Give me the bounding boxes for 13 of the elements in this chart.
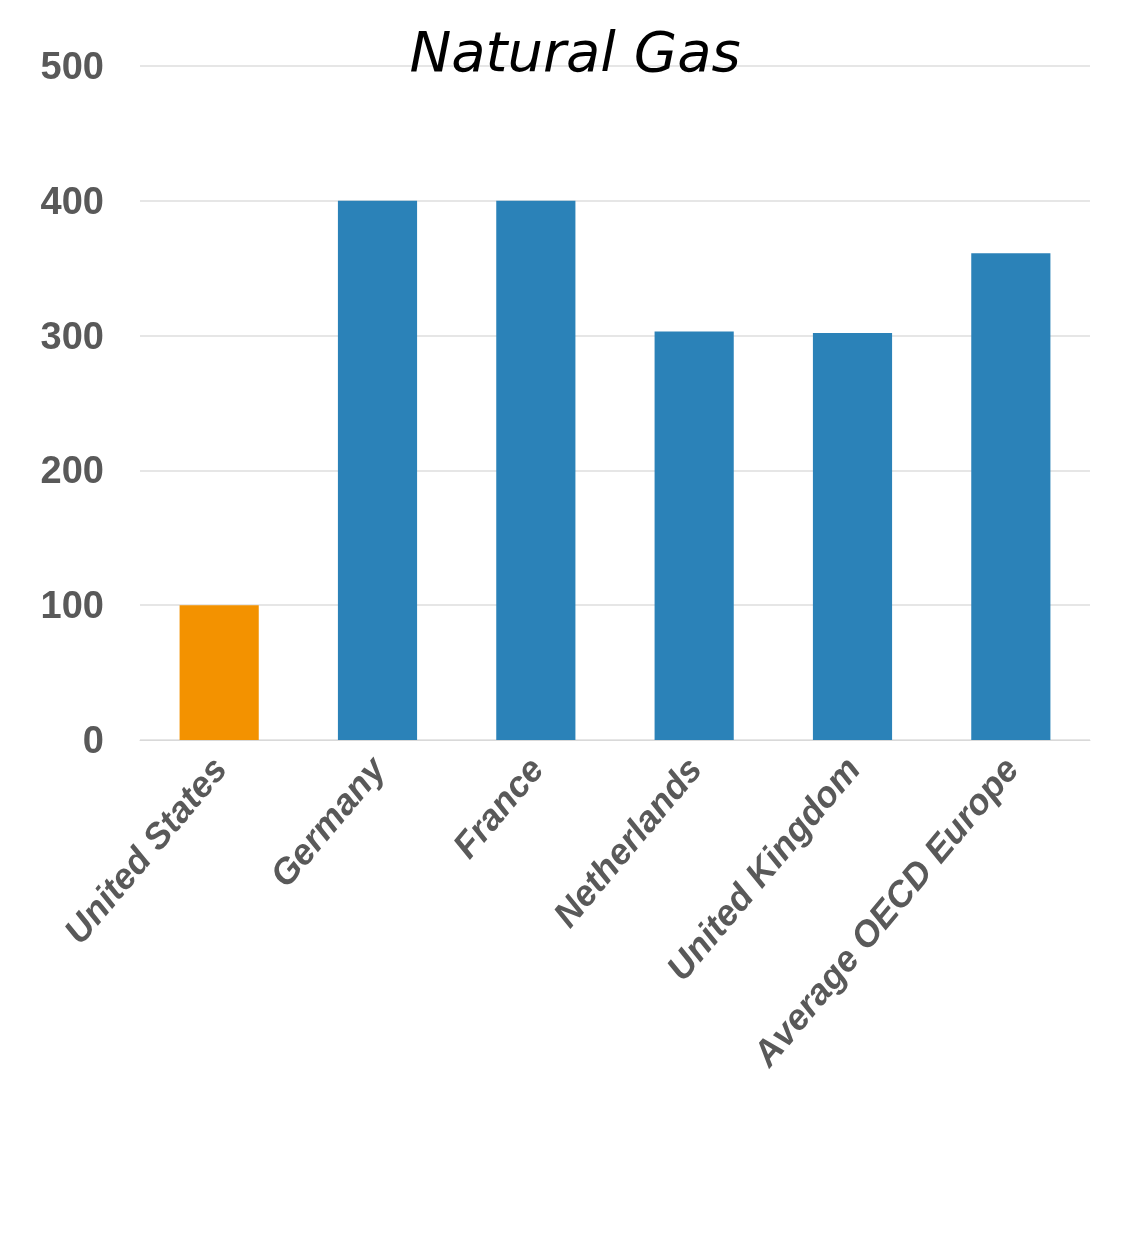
bar: [179, 605, 259, 740]
y-tick-label: 0: [82, 719, 104, 761]
y-tick-label: 300: [40, 314, 104, 357]
bar: [971, 253, 1051, 740]
y-tick-label: 400: [40, 179, 104, 222]
y-tick-label: 100: [40, 584, 104, 627]
bar: [654, 331, 734, 740]
y-tick-label: 200: [40, 449, 104, 492]
bar: [496, 200, 576, 740]
bar: [812, 332, 893, 740]
y-tick-label: 500: [40, 45, 104, 87]
chart-title: Natural Gas: [409, 18, 741, 84]
bar: [337, 200, 418, 740]
